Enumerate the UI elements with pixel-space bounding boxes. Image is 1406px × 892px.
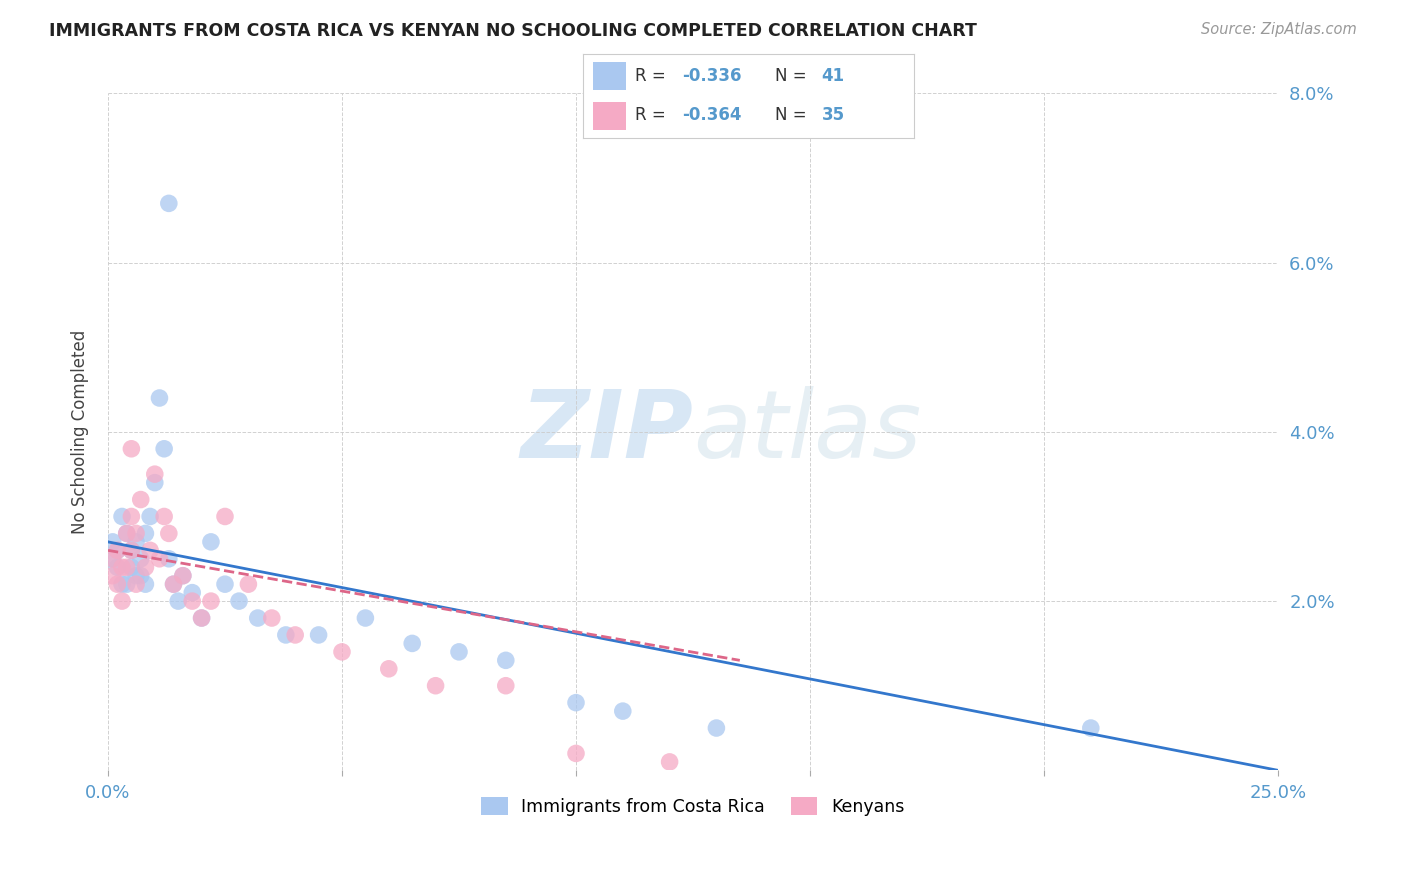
Point xyxy=(214,577,236,591)
Text: IMMIGRANTS FROM COSTA RICA VS KENYAN NO SCHOOLING COMPLETED CORRELATION CHART: IMMIGRANTS FROM COSTA RICA VS KENYAN NO … xyxy=(49,22,977,40)
Point xyxy=(378,662,401,676)
Point xyxy=(495,653,517,667)
Point xyxy=(153,442,176,456)
Point xyxy=(284,628,307,642)
Point xyxy=(134,560,156,574)
Point xyxy=(706,721,728,735)
Point xyxy=(190,611,212,625)
Bar xyxy=(593,102,627,130)
Point xyxy=(658,755,681,769)
Point xyxy=(246,611,269,625)
Point xyxy=(129,568,152,582)
Point xyxy=(181,594,204,608)
Point xyxy=(134,526,156,541)
Point xyxy=(260,611,283,625)
Point xyxy=(111,577,134,591)
Point xyxy=(228,594,250,608)
Point xyxy=(181,585,204,599)
Text: ZIP: ZIP xyxy=(520,386,693,478)
Point xyxy=(162,577,184,591)
Point xyxy=(401,636,423,650)
Legend: Immigrants from Costa Rica, Kenyans: Immigrants from Costa Rica, Kenyans xyxy=(475,790,911,822)
Point xyxy=(115,560,138,574)
Point xyxy=(238,577,260,591)
Point xyxy=(139,509,162,524)
Point xyxy=(115,526,138,541)
Point xyxy=(200,534,222,549)
Point xyxy=(148,551,170,566)
Point xyxy=(101,551,124,566)
Point xyxy=(111,594,134,608)
Point xyxy=(143,475,166,490)
Point xyxy=(153,509,176,524)
Point xyxy=(120,560,142,574)
Point xyxy=(115,526,138,541)
Point xyxy=(200,594,222,608)
Point xyxy=(157,196,180,211)
Point xyxy=(565,747,588,761)
Point xyxy=(308,628,330,642)
Point xyxy=(125,568,148,582)
Point xyxy=(125,526,148,541)
Point xyxy=(120,442,142,456)
Point xyxy=(105,543,128,558)
Point xyxy=(120,543,142,558)
Point xyxy=(120,509,142,524)
Point xyxy=(447,645,470,659)
Point xyxy=(612,704,634,718)
Point xyxy=(105,577,128,591)
Point xyxy=(105,543,128,558)
Point xyxy=(101,551,124,566)
Point xyxy=(425,679,447,693)
Point xyxy=(354,611,377,625)
Point xyxy=(125,534,148,549)
Point xyxy=(111,560,134,574)
Point xyxy=(162,577,184,591)
Point xyxy=(111,509,134,524)
Point xyxy=(115,577,138,591)
Text: -0.364: -0.364 xyxy=(683,106,742,124)
Point xyxy=(125,577,148,591)
Point xyxy=(101,568,124,582)
Point xyxy=(1080,721,1102,735)
Point xyxy=(120,543,142,558)
Text: 41: 41 xyxy=(821,68,845,86)
Point xyxy=(214,509,236,524)
Point xyxy=(167,594,190,608)
Y-axis label: No Schooling Completed: No Schooling Completed xyxy=(72,330,89,534)
Point xyxy=(101,534,124,549)
Text: 35: 35 xyxy=(821,106,845,124)
Point xyxy=(190,611,212,625)
Point xyxy=(143,467,166,482)
Point xyxy=(157,526,180,541)
Point xyxy=(172,568,194,582)
Text: R =: R = xyxy=(634,106,665,124)
Point xyxy=(129,551,152,566)
Point xyxy=(565,696,588,710)
Point xyxy=(157,551,180,566)
Bar xyxy=(593,62,627,90)
Text: N =: N = xyxy=(775,106,807,124)
Point xyxy=(134,577,156,591)
Point xyxy=(172,568,194,582)
Point xyxy=(129,492,152,507)
Text: atlas: atlas xyxy=(693,386,921,477)
Point xyxy=(274,628,297,642)
Text: N =: N = xyxy=(775,68,807,86)
Point xyxy=(139,543,162,558)
Point xyxy=(495,679,517,693)
Point xyxy=(105,560,128,574)
Text: -0.336: -0.336 xyxy=(683,68,742,86)
Text: Source: ZipAtlas.com: Source: ZipAtlas.com xyxy=(1201,22,1357,37)
Point xyxy=(148,391,170,405)
Text: R =: R = xyxy=(634,68,665,86)
Point xyxy=(330,645,353,659)
